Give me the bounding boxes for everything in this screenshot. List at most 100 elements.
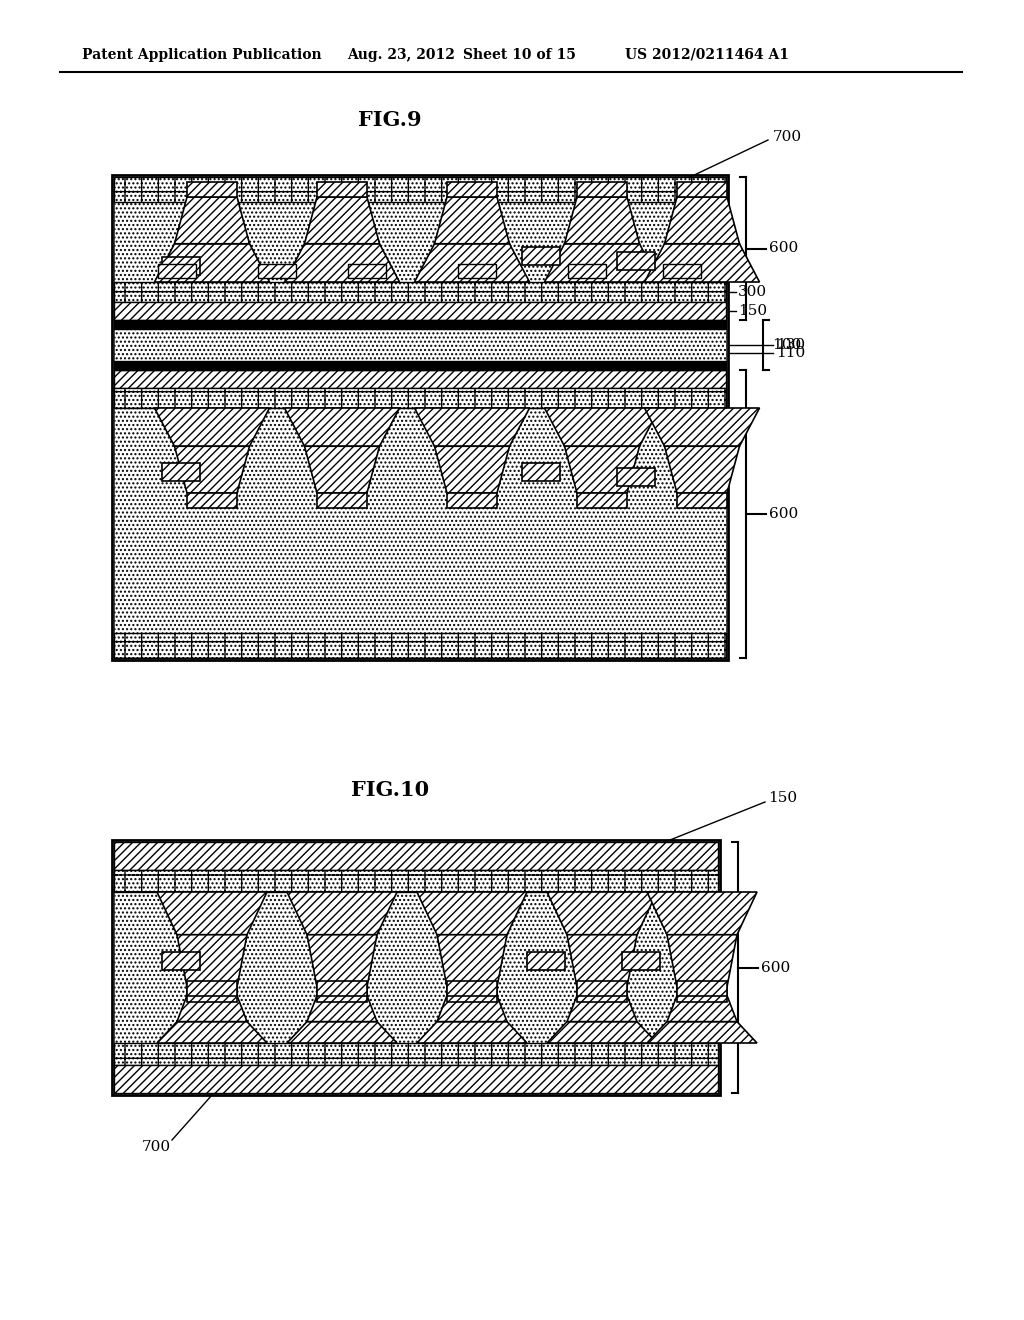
Text: 600: 600 bbox=[769, 242, 799, 256]
Text: 100: 100 bbox=[772, 338, 801, 352]
Bar bbox=[114, 177, 726, 202]
Polygon shape bbox=[437, 935, 507, 987]
Text: 150: 150 bbox=[738, 304, 767, 318]
Bar bbox=[187, 987, 237, 1002]
Polygon shape bbox=[647, 1022, 757, 1043]
Bar bbox=[677, 981, 727, 995]
Text: 130: 130 bbox=[776, 338, 805, 352]
Polygon shape bbox=[667, 995, 737, 1022]
Bar bbox=[114, 319, 726, 329]
Polygon shape bbox=[644, 244, 760, 282]
Polygon shape bbox=[174, 446, 250, 492]
Bar bbox=[447, 182, 497, 197]
Bar bbox=[112, 176, 728, 660]
Bar bbox=[114, 282, 726, 302]
Polygon shape bbox=[174, 197, 250, 244]
Bar bbox=[112, 840, 720, 1096]
Text: FIG.10: FIG.10 bbox=[351, 780, 429, 800]
Polygon shape bbox=[285, 244, 399, 282]
Bar bbox=[677, 182, 727, 197]
Bar bbox=[577, 182, 627, 197]
Bar bbox=[522, 247, 560, 265]
Bar bbox=[114, 892, 718, 1043]
Text: 700: 700 bbox=[773, 129, 802, 144]
Polygon shape bbox=[665, 197, 739, 244]
Polygon shape bbox=[177, 935, 247, 987]
Bar bbox=[114, 370, 726, 388]
Bar bbox=[114, 329, 726, 360]
Bar bbox=[348, 264, 386, 279]
Polygon shape bbox=[415, 408, 529, 446]
Bar bbox=[677, 492, 727, 508]
Bar bbox=[622, 952, 660, 970]
Bar bbox=[187, 182, 237, 197]
Polygon shape bbox=[155, 244, 269, 282]
Polygon shape bbox=[157, 1022, 267, 1043]
Text: Aug. 23, 2012: Aug. 23, 2012 bbox=[347, 48, 455, 62]
Bar bbox=[568, 264, 606, 279]
Bar bbox=[617, 252, 655, 271]
Text: Patent Application Publication: Patent Application Publication bbox=[82, 48, 322, 62]
Polygon shape bbox=[567, 935, 637, 987]
Text: Sheet 10 of 15: Sheet 10 of 15 bbox=[463, 48, 575, 62]
Text: 600: 600 bbox=[761, 961, 791, 974]
Text: 300: 300 bbox=[738, 285, 767, 300]
Bar bbox=[577, 987, 627, 1002]
Bar bbox=[577, 981, 627, 995]
Bar bbox=[114, 1043, 718, 1065]
Bar bbox=[114, 360, 726, 370]
Polygon shape bbox=[545, 244, 659, 282]
Polygon shape bbox=[647, 892, 757, 935]
Polygon shape bbox=[545, 408, 659, 446]
Polygon shape bbox=[287, 1022, 397, 1043]
Bar bbox=[114, 302, 726, 319]
Polygon shape bbox=[564, 446, 640, 492]
Bar bbox=[187, 981, 237, 995]
Bar bbox=[162, 463, 200, 480]
Bar bbox=[317, 492, 367, 508]
Polygon shape bbox=[417, 892, 527, 935]
Polygon shape bbox=[155, 408, 269, 446]
Bar bbox=[187, 492, 237, 508]
Bar bbox=[677, 987, 727, 1002]
Bar bbox=[447, 987, 497, 1002]
Bar bbox=[617, 469, 655, 486]
Polygon shape bbox=[285, 408, 399, 446]
Bar bbox=[162, 257, 200, 275]
Polygon shape bbox=[304, 446, 380, 492]
Text: 110: 110 bbox=[776, 346, 805, 360]
Bar bbox=[162, 952, 200, 970]
Bar bbox=[527, 952, 565, 970]
Text: 600: 600 bbox=[769, 507, 799, 521]
Polygon shape bbox=[307, 935, 377, 987]
Bar bbox=[317, 182, 367, 197]
Polygon shape bbox=[667, 935, 737, 987]
Bar bbox=[114, 202, 726, 282]
Polygon shape bbox=[434, 197, 510, 244]
Bar bbox=[577, 492, 627, 508]
Polygon shape bbox=[547, 892, 657, 935]
Bar bbox=[114, 408, 726, 634]
Bar bbox=[114, 1065, 718, 1093]
Polygon shape bbox=[417, 1022, 527, 1043]
Bar bbox=[317, 987, 367, 1002]
Bar bbox=[114, 634, 726, 657]
Bar bbox=[317, 981, 367, 995]
Bar bbox=[258, 264, 296, 279]
Polygon shape bbox=[415, 244, 529, 282]
Bar bbox=[447, 981, 497, 995]
Bar bbox=[114, 842, 718, 870]
Text: 700: 700 bbox=[142, 1140, 171, 1154]
Polygon shape bbox=[287, 892, 397, 935]
Polygon shape bbox=[157, 892, 267, 935]
Polygon shape bbox=[437, 995, 507, 1022]
Bar bbox=[114, 870, 718, 892]
Polygon shape bbox=[567, 995, 637, 1022]
Polygon shape bbox=[304, 197, 380, 244]
Polygon shape bbox=[564, 197, 640, 244]
Bar bbox=[158, 264, 196, 279]
Bar bbox=[663, 264, 701, 279]
Bar bbox=[458, 264, 496, 279]
Text: 150: 150 bbox=[768, 791, 797, 805]
Text: FIG.9: FIG.9 bbox=[358, 110, 422, 129]
